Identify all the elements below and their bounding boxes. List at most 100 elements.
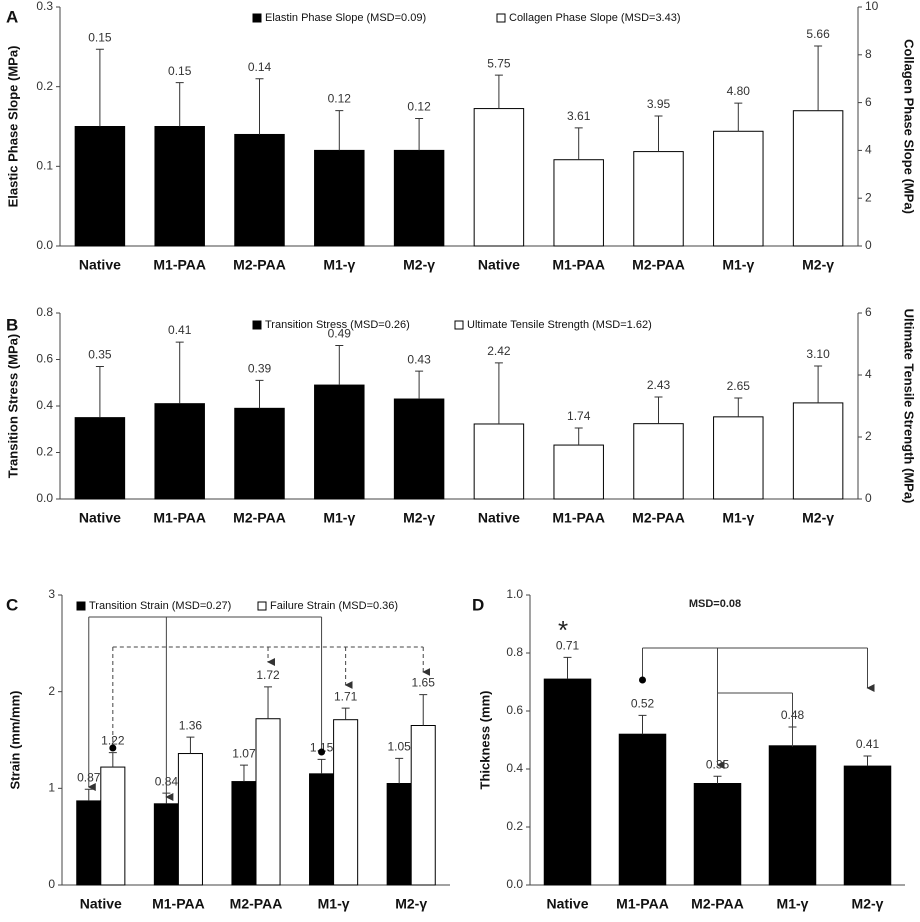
bar: [633, 423, 684, 500]
error-bar: [335, 110, 344, 151]
y2-tick-label: 0: [865, 238, 872, 252]
y2-tick-label: 2: [865, 190, 872, 204]
legend-swatch: [257, 601, 267, 611]
y-tick-label: 3: [48, 587, 55, 601]
error-bar: [415, 118, 424, 151]
legend-label: Failure Strain (MSD=0.36): [270, 600, 398, 612]
x-tick-label: M2-γ: [802, 257, 834, 273]
error-bar: [419, 694, 428, 726]
error-bar: [255, 379, 264, 409]
data-label: 0.12: [328, 92, 352, 106]
bracket-dot: [318, 748, 326, 756]
error-bar: [317, 758, 326, 774]
data-label: 0.43: [407, 352, 431, 366]
y-tick-label: 0.2: [36, 445, 53, 459]
data-label: 0.39: [248, 362, 272, 376]
data-label: 3.10: [806, 347, 830, 361]
bar: [74, 126, 126, 247]
bar: [255, 718, 281, 886]
data-label: 2.65: [727, 379, 751, 393]
error-bar: [574, 427, 583, 446]
y-tick-label: 0: [48, 877, 55, 891]
error-bar: [264, 686, 273, 719]
x-tick-label: M2-PAA: [691, 896, 744, 912]
bar: [309, 773, 335, 886]
legend-label: Elastin Phase Slope (MSD=0.09): [265, 12, 426, 24]
x-tick-label: Native: [79, 257, 121, 273]
legend-swatch: [252, 13, 262, 23]
error-bar: [814, 365, 823, 403]
y-axis-label: Elastic Phase Slope (MPa): [5, 46, 20, 208]
bar: [153, 803, 179, 886]
bar: [154, 126, 205, 247]
x-tick-label: M2-PAA: [233, 257, 286, 273]
bar: [393, 398, 445, 500]
bar: [553, 159, 604, 247]
legend-label: Ultimate Tensile Strength (MSD=1.62): [467, 319, 652, 331]
error-bar: [494, 74, 503, 109]
x-tick-label: M2-PAA: [632, 257, 685, 273]
error-bar: [175, 341, 184, 404]
y-axis-label: Strain (mm/mm): [7, 691, 22, 790]
legend-label: Transition Strain (MSD=0.27): [89, 600, 231, 612]
data-label: 5.75: [487, 56, 511, 70]
y2-axis-label: Ultimate Tensile Strength (MPa): [902, 309, 917, 504]
panel-letter: C: [6, 595, 18, 614]
bar: [693, 783, 742, 886]
x-tick-label: M1-γ: [323, 257, 355, 273]
x-tick-label: M2-γ: [852, 896, 884, 912]
error-bar: [734, 102, 743, 132]
bar: [543, 678, 592, 886]
error-bar: [108, 752, 117, 768]
x-tick-label: M2-PAA: [230, 896, 283, 912]
x-tick-label: Native: [79, 510, 121, 526]
legend-swatch: [454, 320, 464, 330]
bar: [713, 416, 764, 500]
bracket-dot: [789, 746, 796, 754]
bar: [177, 753, 203, 886]
y-axis-label: Thickness (mm): [477, 691, 492, 790]
x-tick-label: M1-PAA: [552, 510, 605, 526]
data-label: 2.43: [647, 378, 671, 392]
annotation: MSD=0.08: [689, 598, 741, 610]
error-bar: [95, 48, 104, 127]
error-bar: [654, 396, 663, 424]
legend-label: Transition Stress (MSD=0.26): [265, 319, 410, 331]
bar: [713, 130, 764, 247]
x-tick-label: Native: [478, 510, 520, 526]
data-label: 1.74: [567, 409, 591, 423]
y2-tick-label: 4: [865, 143, 872, 157]
error-bar: [654, 115, 663, 152]
legend-label: Collagen Phase Slope (MSD=3.43): [509, 12, 681, 24]
bar: [553, 444, 604, 500]
x-tick-label: M1-PAA: [153, 510, 206, 526]
y2-tick-label: 10: [865, 0, 879, 13]
x-tick-label: Native: [546, 896, 588, 912]
data-label: 1.71: [334, 689, 358, 703]
data-label: 0.41: [856, 737, 880, 751]
bar: [843, 765, 892, 886]
error-bar: [335, 345, 344, 386]
y-tick-label: 0.4: [506, 761, 523, 775]
y2-tick-label: 2: [865, 429, 872, 443]
y-tick-label: 0.8: [36, 305, 53, 319]
x-tick-label: M2-PAA: [233, 510, 286, 526]
bar: [473, 108, 525, 247]
x-tick-label: M2-γ: [403, 257, 435, 273]
error-bar: [863, 755, 872, 767]
y-axis-label: Transition Stress (MPa): [5, 334, 20, 478]
y-tick-label: 2: [48, 684, 55, 698]
data-label: 1.07: [232, 746, 256, 760]
error-bar: [734, 397, 743, 417]
x-tick-label: M2-PAA: [632, 510, 685, 526]
bar: [314, 384, 365, 500]
error-bar: [186, 736, 195, 754]
bar: [768, 745, 817, 886]
y-tick-label: 0.6: [506, 703, 523, 717]
data-label: 3.95: [647, 97, 671, 111]
y2-tick-label: 6: [865, 305, 872, 319]
x-tick-label: M1-γ: [722, 257, 754, 273]
data-label: 0.49: [328, 327, 352, 341]
bar: [100, 766, 126, 886]
